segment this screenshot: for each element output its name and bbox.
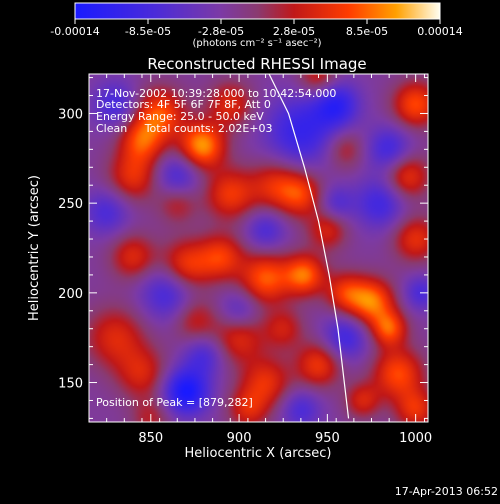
colorbar-tick-label: -2.8e-05 (198, 25, 244, 38)
colorbar-frame (74, 2, 441, 20)
colorbar-tick-label: 8.5e-05 (346, 25, 388, 38)
colorbar-gradient (75, 3, 440, 19)
y-tick-label: 250 (58, 197, 83, 212)
peak-position-annotation: Position of Peak = [879,282] (96, 396, 253, 409)
x-tick-label: 900 (227, 431, 252, 446)
x-tick-label: 1000 (399, 431, 432, 446)
heatmap-image (89, 74, 428, 422)
colorbar-tick-label: 2.8e-05 (273, 25, 315, 38)
plot-frame (88, 73, 429, 423)
footer-date: 17-Apr-2013 06:52 (395, 485, 498, 498)
axes: 850 900 950 1000 150 200 250 300 (58, 74, 432, 446)
colorbar: -0.00014 -8.5e-05 -2.8e-05 2.8e-05 8.5e-05 0.… (50, 2, 463, 49)
solar-limb-line (268, 74, 350, 419)
clean-annotation: Clean Total counts: 2.02E+03 (96, 122, 273, 135)
plot-area (89, 74, 428, 422)
colorbar-tick-label: -8.5e-05 (125, 25, 171, 38)
colorbar-unit-label: (photons cm⁻² s⁻¹ asec⁻²) (192, 38, 321, 49)
chart-title: Reconstructed RHESSI Image (147, 55, 366, 73)
y-tick-label: 200 (58, 287, 83, 302)
x-tick-label: 850 (138, 431, 163, 446)
y-tick-label: 150 (58, 377, 83, 392)
detectors-annotation: Detectors: 4F 5F 6F 7F 8F, Att 0 (96, 98, 271, 111)
y-tick-label: 300 (58, 107, 83, 122)
x-axis-label: Heliocentric X (arcsec) (185, 446, 332, 461)
time-annotation: 17-Nov-2002 10:39:28.000 to 10:42:54.000 (96, 87, 336, 100)
x-tick-label: 950 (315, 431, 340, 446)
y-axis-label: Heliocentric Y (arcsec) (27, 175, 42, 321)
colorbar-tick-label: -0.00014 (50, 25, 99, 38)
colorbar-tick-label: 0.00014 (417, 25, 463, 38)
energy-annotation: Energy Range: 25.0 - 50.0 keV (96, 110, 264, 123)
